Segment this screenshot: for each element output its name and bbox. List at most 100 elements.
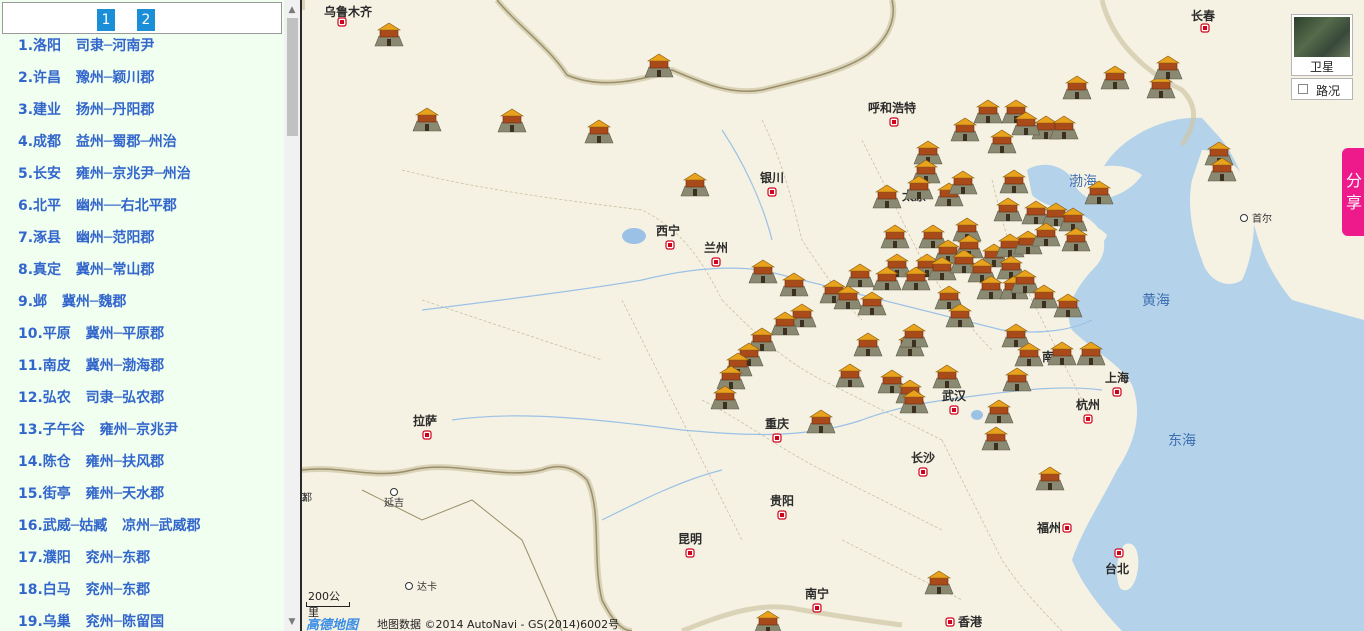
- city[interactable]: 昆明: [678, 532, 702, 558]
- castle-marker-icon[interactable]: [1035, 466, 1065, 491]
- castle-marker-icon[interactable]: [845, 263, 875, 288]
- city[interactable]: 西宁: [656, 223, 680, 250]
- list-item[interactable]: 17.濮阳 兖州─东郡: [0, 546, 284, 578]
- castle-marker-icon[interactable]: [770, 311, 800, 336]
- list-item[interactable]: 13.子午谷 雍州─京兆尹: [0, 418, 284, 450]
- castle-marker-icon[interactable]: [754, 610, 782, 631]
- castle-marker-icon[interactable]: [853, 332, 883, 357]
- castle-marker-icon[interactable]: [872, 266, 902, 291]
- castle-marker-icon[interactable]: [932, 364, 962, 389]
- castle-marker-icon[interactable]: [833, 285, 863, 310]
- castle-marker-icon[interactable]: [1047, 341, 1077, 366]
- castle-marker-icon[interactable]: [927, 256, 957, 281]
- list-scrollbar[interactable]: ▲ ▼: [284, 0, 300, 631]
- foreign-city[interactable]: 首尔: [1240, 212, 1273, 225]
- city[interactable]: 杭州: [1076, 397, 1100, 424]
- scroll-down-icon[interactable]: ▼: [288, 617, 296, 627]
- scrollbar-thumb[interactable]: [287, 18, 298, 136]
- list-item[interactable]: 19.乌巢 兖州─陈留国: [0, 610, 284, 631]
- city[interactable]: 乌鲁木齐: [324, 4, 373, 27]
- list-item[interactable]: 9.邺 冀州─魏郡: [0, 290, 284, 322]
- city[interactable]: 重庆: [765, 416, 789, 443]
- city[interactable]: 长沙: [911, 450, 935, 477]
- castle-marker-icon[interactable]: [497, 108, 527, 133]
- castle-marker-icon[interactable]: [374, 22, 404, 47]
- castle-marker-icon[interactable]: [880, 224, 910, 249]
- list-item[interactable]: 11.南皮 冀州─渤海郡: [0, 354, 284, 386]
- castle-marker-icon[interactable]: [1062, 75, 1092, 100]
- list-item[interactable]: 7.涿县 幽州─范阳郡: [0, 226, 284, 258]
- castle-marker-icon[interactable]: [857, 291, 887, 316]
- castle-marker-icon[interactable]: [1001, 323, 1031, 348]
- castle-marker-icon[interactable]: [835, 363, 865, 388]
- satellite-layer-toggle[interactable]: 卫星: [1291, 14, 1353, 76]
- list-item[interactable]: 6.北平 幽州──右北平郡: [0, 194, 284, 226]
- city[interactable]: 上海: [1105, 370, 1129, 397]
- list-item[interactable]: 18.白马 兖州─东郡: [0, 578, 284, 610]
- castle-marker-icon[interactable]: [412, 107, 442, 132]
- traffic-checkbox[interactable]: [1298, 84, 1308, 94]
- list-item[interactable]: 3.建业 扬州─丹阳郡: [0, 98, 284, 130]
- castle-marker-icon[interactable]: [993, 197, 1023, 222]
- castle-marker-icon[interactable]: [1014, 342, 1044, 367]
- city[interactable]: 福州: [1036, 520, 1072, 535]
- castle-marker-icon[interactable]: [1061, 227, 1091, 252]
- castle-marker-icon[interactable]: [1010, 269, 1040, 294]
- castle-marker-icon[interactable]: [1076, 341, 1106, 366]
- city[interactable]: 兰州: [704, 240, 728, 267]
- traffic-layer-toggle[interactable]: 路况: [1291, 78, 1353, 100]
- city[interactable]: 贵阳: [770, 493, 794, 520]
- castle-marker-icon[interactable]: [945, 303, 975, 328]
- castle-marker-icon[interactable]: [1049, 115, 1079, 140]
- page-1-button[interactable]: 1: [97, 9, 115, 31]
- share-button[interactable]: 分 享: [1342, 148, 1364, 236]
- list-item[interactable]: 10.平原 冀州─平原郡: [0, 322, 284, 354]
- castle-marker-icon[interactable]: [1146, 74, 1176, 99]
- castle-marker-icon[interactable]: [806, 409, 836, 434]
- castle-marker-icon[interactable]: [904, 175, 934, 200]
- castle-marker-icon[interactable]: [899, 389, 929, 414]
- castle-marker-icon[interactable]: [1153, 55, 1183, 80]
- castle-marker-icon[interactable]: [950, 117, 980, 142]
- castle-marker-icon[interactable]: [779, 272, 809, 297]
- castle-marker-icon[interactable]: [996, 255, 1026, 280]
- castle-marker-icon[interactable]: [710, 385, 740, 410]
- castle-marker-icon[interactable]: [899, 323, 929, 348]
- castle-marker-icon[interactable]: [872, 184, 902, 209]
- castle-marker-icon[interactable]: [913, 140, 943, 165]
- castle-marker-icon[interactable]: [949, 249, 979, 274]
- list-item[interactable]: 15.街亭 雍州─天水郡: [0, 482, 284, 514]
- castle-marker-icon[interactable]: [984, 399, 1014, 424]
- castle-marker-icon[interactable]: [999, 169, 1029, 194]
- castle-marker-icon[interactable]: [644, 53, 674, 78]
- castle-marker-icon[interactable]: [987, 129, 1017, 154]
- city[interactable]: 拉萨: [413, 413, 437, 440]
- castle-marker-icon[interactable]: [877, 369, 907, 394]
- castle-marker-icon[interactable]: [1013, 230, 1043, 255]
- castle-marker-icon[interactable]: [680, 172, 710, 197]
- castle-marker-icon[interactable]: [1100, 65, 1130, 90]
- castle-marker-icon[interactable]: [924, 570, 954, 595]
- castle-marker-icon[interactable]: [1084, 180, 1114, 205]
- city[interactable]: 武汉: [942, 388, 967, 415]
- list-item[interactable]: 8.真定 冀州─常山郡: [0, 258, 284, 290]
- foreign-city[interactable]: 达卡: [405, 580, 438, 593]
- foreign-city[interactable]: 都: [302, 492, 312, 504]
- list-item[interactable]: 14.陈仓 雍州─扶风郡: [0, 450, 284, 482]
- page-2-button[interactable]: 2: [137, 9, 155, 31]
- city[interactable]: 银川: [760, 170, 784, 197]
- castle-marker-icon[interactable]: [1002, 367, 1032, 392]
- list-item[interactable]: 4.成都 益州─蜀郡─州治: [0, 130, 284, 162]
- castle-marker-icon[interactable]: [1058, 207, 1088, 232]
- list-item[interactable]: 5.长安 雍州─京兆尹─州治: [0, 162, 284, 194]
- city[interactable]: 长春: [1191, 8, 1216, 33]
- castle-marker-icon[interactable]: [901, 266, 931, 291]
- castle-marker-icon[interactable]: [1207, 157, 1237, 182]
- foreign-city[interactable]: 延吉: [384, 488, 404, 510]
- list-item[interactable]: 16.武威─姑臧 凉州─武威郡: [0, 514, 284, 546]
- list-item[interactable]: 1.洛阳 司隶─河南尹: [0, 34, 284, 66]
- castle-marker-icon[interactable]: [787, 303, 817, 328]
- castle-marker-icon[interactable]: [1029, 284, 1059, 309]
- city[interactable]: 香港: [945, 614, 983, 629]
